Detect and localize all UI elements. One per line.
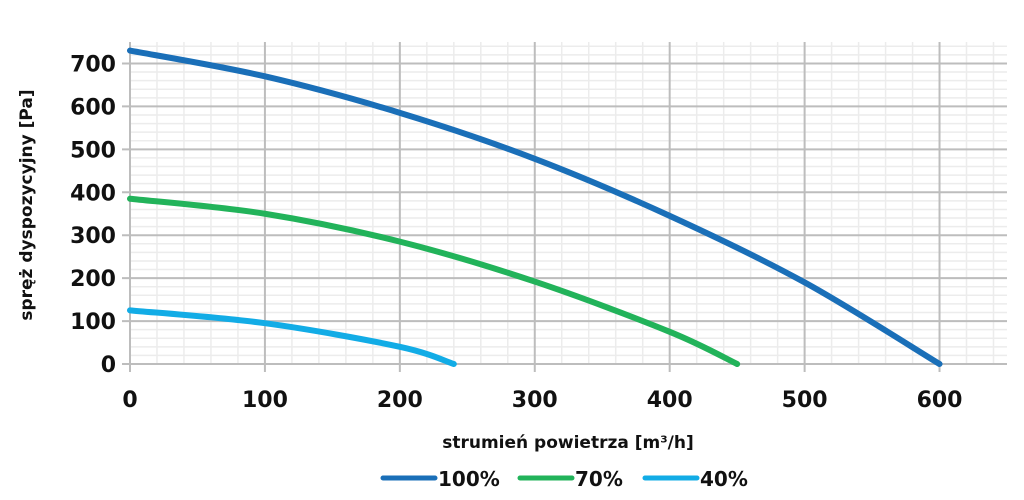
legend: 100% 70% 40% <box>380 467 748 491</box>
legend-label: 100% <box>438 467 500 491</box>
y-tick-label: 500 <box>70 138 116 163</box>
x-tick-label: 600 <box>917 388 963 413</box>
x-tick-label: 200 <box>377 388 423 413</box>
series-line-70pct <box>127 195 741 367</box>
legend-label: 70% <box>575 467 623 491</box>
y-tick-label: 100 <box>70 310 116 335</box>
y-tick-labels: 0 100 200 300 400 500 600 700 <box>70 52 116 378</box>
y-tick-label: 400 <box>70 181 116 206</box>
x-tick-label: 300 <box>512 388 558 413</box>
x-tick-label: 400 <box>647 388 693 413</box>
series-layer <box>127 47 943 367</box>
y-tick-label: 600 <box>70 95 116 120</box>
series-line-40pct <box>127 307 457 367</box>
legend-label: 40% <box>700 467 748 491</box>
y-axis-title: spręż dyspozycyjny [Pa] <box>17 89 37 320</box>
x-tick-label: 500 <box>782 388 828 413</box>
series-line-100pct <box>127 47 943 367</box>
y-tick-label: 700 <box>70 52 116 77</box>
y-tick-label: 0 <box>101 353 116 378</box>
minor-grid <box>129 42 1007 365</box>
x-tick-label: 0 <box>122 388 137 413</box>
x-axis-title: strumień powietrza [m³/h] <box>442 433 694 453</box>
y-tick-label: 200 <box>70 267 116 292</box>
x-tick-label: 100 <box>242 388 288 413</box>
y-tick-label: 300 <box>70 224 116 249</box>
x-tick-labels: 0 100 200 300 400 500 600 <box>122 388 962 413</box>
